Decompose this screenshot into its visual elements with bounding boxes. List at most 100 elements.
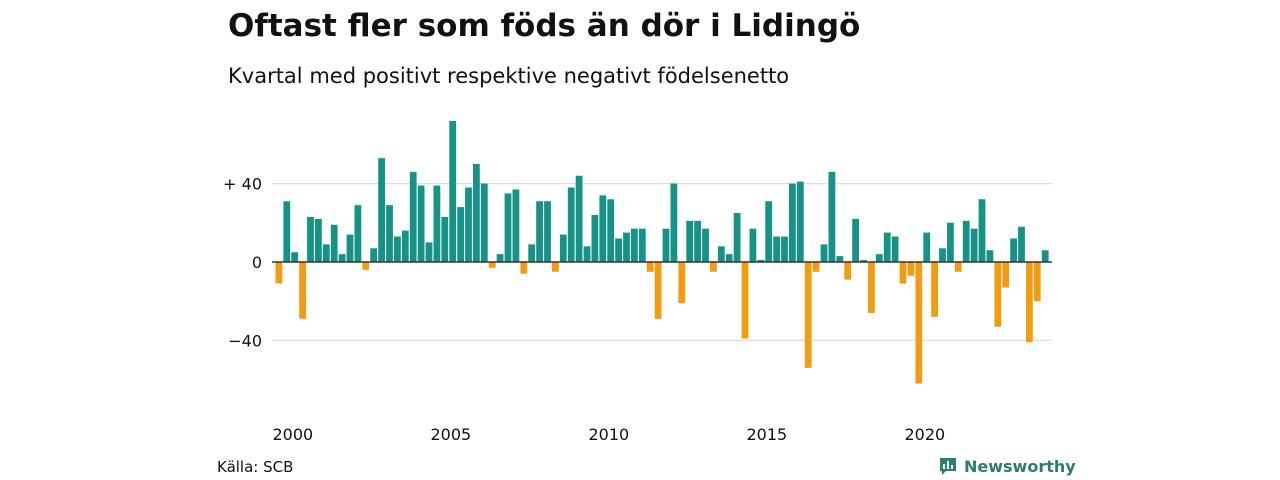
bar-positive bbox=[773, 236, 780, 262]
bar-positive bbox=[512, 189, 520, 262]
bar-negative bbox=[931, 262, 938, 317]
bar-positive bbox=[970, 228, 978, 262]
bar-negative bbox=[275, 262, 283, 284]
bar-positive bbox=[883, 232, 891, 262]
bar-positive bbox=[820, 244, 828, 262]
bar-positive bbox=[1041, 250, 1049, 262]
bar-positive bbox=[694, 220, 701, 262]
bar-positive bbox=[891, 236, 899, 262]
bar-positive bbox=[322, 244, 330, 262]
bar-negative bbox=[899, 262, 907, 284]
bar-negative bbox=[1026, 262, 1033, 343]
bar-negative bbox=[552, 262, 559, 272]
bar-positive bbox=[1018, 226, 1025, 262]
bar-positive bbox=[670, 183, 678, 262]
bar-positive bbox=[986, 250, 994, 262]
bar-positive bbox=[473, 164, 480, 262]
bar-positive bbox=[978, 199, 986, 262]
x-tick-label: 2000 bbox=[273, 425, 314, 444]
bar-positive bbox=[852, 218, 859, 262]
chart-subtitle: Kvartal med positivt respektive negativt… bbox=[228, 64, 790, 88]
bar-negative bbox=[678, 262, 686, 304]
bar-negative bbox=[520, 262, 528, 274]
bar-positive bbox=[441, 216, 449, 262]
bar-negative bbox=[804, 262, 812, 368]
bar-positive bbox=[789, 183, 796, 262]
bar-negative bbox=[654, 262, 662, 319]
bar-positive bbox=[796, 181, 804, 262]
bar-positive bbox=[702, 228, 709, 262]
bar-positive bbox=[638, 228, 646, 262]
bar-positive bbox=[338, 254, 346, 262]
bar-positive bbox=[631, 228, 638, 262]
bar-positive bbox=[575, 175, 583, 262]
bar-positive bbox=[433, 185, 441, 262]
brand[interactable]: Newsworthy bbox=[938, 456, 1076, 476]
bar-positive bbox=[307, 216, 314, 262]
bar-positive bbox=[465, 187, 472, 262]
bar-negative bbox=[954, 262, 962, 272]
bar-positive bbox=[330, 224, 338, 262]
bar-positive bbox=[449, 120, 457, 262]
bar-positive bbox=[836, 256, 844, 262]
x-axis-ticks: 2000 2005 2010 2015 2020 bbox=[273, 425, 946, 444]
bar-positive bbox=[733, 213, 741, 262]
y-tick-label: + 40 bbox=[223, 175, 262, 194]
bar-negative bbox=[915, 262, 923, 384]
bar-positive bbox=[559, 234, 567, 262]
bar-positive bbox=[725, 254, 733, 262]
bar-negative bbox=[812, 262, 820, 272]
bar-negative bbox=[299, 262, 306, 319]
bar-negative bbox=[741, 262, 749, 339]
bar-positive bbox=[283, 201, 291, 262]
x-tick-label: 2010 bbox=[589, 425, 630, 444]
bar-positive bbox=[717, 246, 725, 262]
bar-negative bbox=[994, 262, 1002, 327]
bar-positive bbox=[346, 234, 354, 262]
y-tick-label: −40 bbox=[228, 331, 262, 350]
bar-positive bbox=[528, 244, 536, 262]
chart-title: Oftast fler som föds än dör i Lidingö bbox=[228, 8, 861, 44]
bar-positive bbox=[662, 228, 670, 262]
bar-positive bbox=[686, 220, 694, 262]
bar-negative bbox=[362, 262, 370, 270]
bar-positive bbox=[370, 248, 378, 262]
bar-positive bbox=[1010, 238, 1017, 262]
bar-negative bbox=[907, 262, 915, 276]
y-tick-label: 0 bbox=[252, 253, 262, 272]
x-tick-label: 2015 bbox=[747, 425, 788, 444]
bar-positive bbox=[939, 248, 946, 262]
bars bbox=[272, 120, 1052, 384]
bar-positive bbox=[417, 185, 425, 262]
bar-positive bbox=[765, 201, 773, 262]
bar-negative bbox=[710, 262, 717, 272]
brand-name: Newsworthy bbox=[964, 456, 1076, 476]
y-axis-ticks: + 40 0 −40 bbox=[223, 175, 262, 351]
bar-positive bbox=[923, 232, 931, 262]
bar-positive bbox=[386, 205, 393, 262]
bar-positive bbox=[623, 232, 630, 262]
bar-positive bbox=[354, 205, 362, 262]
bar-positive bbox=[480, 183, 488, 262]
bar-positive bbox=[757, 260, 765, 262]
bar-positive bbox=[315, 218, 322, 262]
bar-positive bbox=[947, 222, 954, 262]
bar-positive bbox=[425, 242, 433, 262]
bar-positive bbox=[504, 193, 512, 262]
bar-negative bbox=[868, 262, 875, 313]
bar-positive bbox=[860, 260, 867, 262]
bar-positive bbox=[291, 252, 299, 262]
bar-negative bbox=[646, 262, 654, 272]
bar-positive bbox=[749, 228, 757, 262]
x-tick-label: 2005 bbox=[431, 425, 472, 444]
bar-negative bbox=[1002, 262, 1010, 288]
bar-positive bbox=[781, 236, 788, 262]
bar-positive bbox=[496, 254, 504, 262]
bar-positive bbox=[962, 220, 970, 262]
bar-positive bbox=[378, 158, 385, 262]
bar-chart-bubble-icon bbox=[940, 458, 956, 475]
bar-negative bbox=[844, 262, 852, 280]
bar-positive bbox=[567, 187, 575, 262]
bar-positive bbox=[457, 207, 464, 262]
